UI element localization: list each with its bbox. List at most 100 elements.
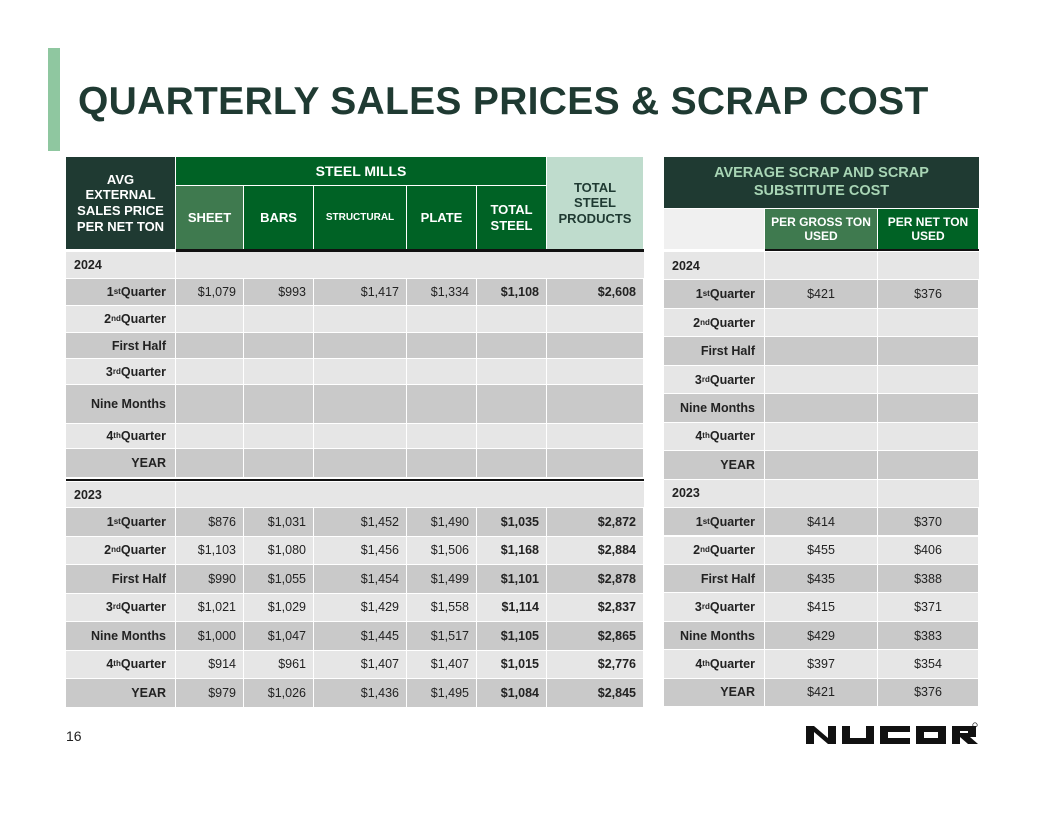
row-label-ordinal: 1 [695, 514, 703, 529]
value-sheet: $914 [176, 650, 243, 678]
value-total-steel: $1,101 [477, 565, 546, 593]
value-sheet [176, 359, 243, 384]
value-bars: $961 [244, 650, 313, 678]
value-per-net-ton [878, 394, 978, 422]
value-per-net-ton: $406 [878, 536, 978, 564]
column-header-bars: BARS [244, 186, 313, 249]
value-bars: $993 [244, 279, 313, 305]
row-label-text: Nine Months [680, 628, 755, 643]
value-sheet [176, 449, 243, 477]
row-label: YEAR [66, 679, 175, 707]
value-total-steel-products: $2,837 [547, 593, 643, 621]
value-per-gross-ton: $421 [765, 678, 877, 707]
value-per-net-ton: $376 [878, 280, 978, 308]
value-per-gross-ton [765, 308, 877, 337]
value-plate: $1,490 [407, 508, 476, 536]
year-label: 2024 [664, 252, 764, 280]
value-total-steel: $1,035 [477, 508, 546, 536]
value-total-steel: $1,108 [477, 279, 546, 305]
value-bars [244, 306, 313, 332]
value-structural: $1,456 [314, 536, 406, 564]
value-per-gross-ton [765, 337, 877, 365]
value-structural: $1,407 [314, 650, 406, 678]
value-per-gross-ton: $455 [765, 536, 877, 564]
value-bars: $1,055 [244, 565, 313, 593]
value-sheet [176, 424, 243, 448]
row-label-ordinal: 4 [695, 429, 703, 444]
value-structural: $1,445 [314, 622, 406, 650]
value-per-net-ton [878, 308, 978, 337]
year-row-cell [878, 252, 979, 280]
value-total-steel-products: $2,608 [547, 279, 643, 305]
value-total-steel-products: $2,878 [547, 565, 643, 593]
value-structural [314, 385, 406, 423]
value-bars [244, 424, 313, 448]
row-label: First Half [664, 564, 764, 593]
accent-bar [48, 48, 60, 151]
column-header-plate: PLATE [407, 186, 476, 249]
value-total-steel [477, 449, 546, 477]
value-plate [407, 424, 476, 448]
row-label-text: Quarter [709, 315, 755, 330]
year-row-cell [244, 482, 313, 507]
row-label-text: Quarter [120, 364, 166, 379]
value-plate [407, 333, 476, 358]
year-row-cell [765, 479, 877, 508]
scrap-header: AVERAGE SCRAP AND SCRAP SUBSTITUTE COST [664, 157, 979, 208]
year-row-fill [176, 252, 644, 278]
row-label-ordinal: 2 [693, 543, 701, 558]
value-plate: $1,407 [407, 650, 476, 678]
row-label-ordinal: 3 [694, 372, 702, 387]
value-total-steel-products [547, 333, 643, 358]
row-label-ordinal: 2 [104, 543, 112, 558]
value-per-net-ton: $388 [878, 564, 978, 593]
value-structural: $1,454 [314, 565, 406, 593]
value-total-steel [477, 385, 546, 423]
value-per-gross-ton [765, 422, 877, 451]
value-sheet: $1,103 [176, 536, 243, 564]
column-header-sheet: SHEET [176, 186, 243, 249]
value-total-steel: $1,168 [477, 536, 546, 564]
row-label-ordinal: 1 [106, 514, 114, 529]
row-label-text: Nine Months [680, 400, 755, 415]
row-label-text: First Half [111, 338, 166, 353]
row-label-text: Nine Months [91, 397, 166, 411]
header-divider [176, 249, 644, 252]
value-sheet [176, 385, 243, 423]
row-label-text: YEAR [720, 685, 755, 700]
value-total-steel-products [547, 359, 643, 384]
value-structural [314, 333, 406, 358]
value-plate: $1,495 [407, 679, 476, 707]
value-per-gross-ton: $415 [765, 593, 877, 621]
value-total-steel [477, 359, 546, 384]
row-label: First Half [66, 333, 175, 358]
row-label-text: Quarter [709, 287, 755, 302]
header-divider [765, 249, 979, 251]
row-label: Nine Months [664, 621, 764, 650]
row-label-ordinal: 1 [695, 287, 703, 302]
row-label-text: Quarter [120, 285, 166, 299]
row-label-ordinal: 1 [106, 285, 114, 299]
value-per-net-ton: $383 [878, 621, 978, 650]
value-per-gross-ton: $421 [765, 280, 877, 308]
value-sheet: $990 [176, 565, 243, 593]
value-structural: $1,417 [314, 279, 406, 305]
nucor-logo [806, 722, 978, 753]
value-per-net-ton [878, 365, 978, 394]
value-per-gross-ton [765, 394, 877, 422]
row-label-text: Nine Months [91, 628, 166, 643]
value-total-steel-products [547, 306, 643, 332]
row-label: YEAR [66, 449, 175, 477]
year-row-cell [314, 482, 406, 507]
value-total-steel-products: $2,884 [547, 536, 643, 564]
year-row-cell [547, 482, 643, 507]
value-total-steel: $1,105 [477, 622, 546, 650]
